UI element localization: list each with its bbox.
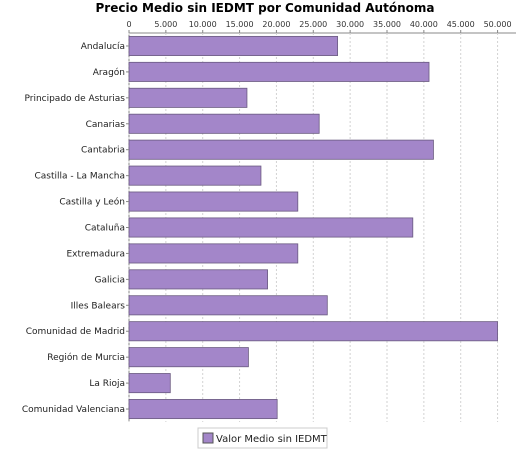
x-tick-label: 45.000 xyxy=(447,20,475,29)
category-label: Comunidad de Madrid xyxy=(26,327,125,337)
bars-group xyxy=(128,35,498,420)
bar xyxy=(128,35,339,56)
category-label: Comunidad Valenciana xyxy=(22,405,125,415)
bar xyxy=(128,399,278,420)
bar xyxy=(128,191,299,212)
category-label: Andalucía xyxy=(81,42,125,52)
x-tick-label: 10.000 xyxy=(189,20,217,29)
category-label: Región de Murcia xyxy=(47,352,125,363)
x-tick-label: 25.000 xyxy=(299,20,327,29)
legend-swatch xyxy=(202,432,214,444)
x-tick-label: 15.000 xyxy=(226,20,254,29)
x-tick-label: 50.000 xyxy=(484,20,512,29)
bar xyxy=(128,269,268,290)
bar xyxy=(128,87,248,108)
bar xyxy=(128,295,328,316)
category-label: Canarias xyxy=(86,120,126,130)
x-tick-label: 35.000 xyxy=(373,20,401,29)
bar xyxy=(128,373,171,394)
bar xyxy=(128,217,414,238)
bar xyxy=(128,139,434,160)
x-tick-label: 40.000 xyxy=(410,20,438,29)
category-label: Aragón xyxy=(93,67,125,78)
legend: Valor Medio sin IEDMT xyxy=(197,427,328,449)
category-label: Castilla y León xyxy=(59,197,125,208)
category-label: Cantabria xyxy=(81,146,125,156)
bar xyxy=(128,243,299,264)
x-tick-label: 20.000 xyxy=(262,20,290,29)
category-label: Extremadura xyxy=(67,249,126,259)
legend-box xyxy=(197,427,328,449)
bar xyxy=(128,347,249,368)
bar xyxy=(128,113,320,134)
bar xyxy=(128,321,498,342)
category-label: La Rioja xyxy=(89,379,125,389)
x-tick-label: 30.000 xyxy=(336,20,364,29)
x-tick-label: 0 xyxy=(126,20,131,29)
category-labels: Andalucía Aragón Principado de Asturias Can… xyxy=(22,42,129,415)
legend-label: Valor Medio sin IEDMT xyxy=(216,434,328,445)
category-label: Cataluña xyxy=(85,224,125,234)
bar xyxy=(128,61,430,82)
category-label: Illes Balears xyxy=(71,301,126,311)
category-label: Castilla - La Mancha xyxy=(34,172,125,182)
bar xyxy=(128,165,262,186)
chart-title: Precio Medio sin IEDMT por Comunidad Aut… xyxy=(96,1,435,15)
category-label: Principado de Asturias xyxy=(24,94,125,104)
x-tick-label: 5.000 xyxy=(154,20,177,29)
category-label: Galicia xyxy=(95,275,125,285)
